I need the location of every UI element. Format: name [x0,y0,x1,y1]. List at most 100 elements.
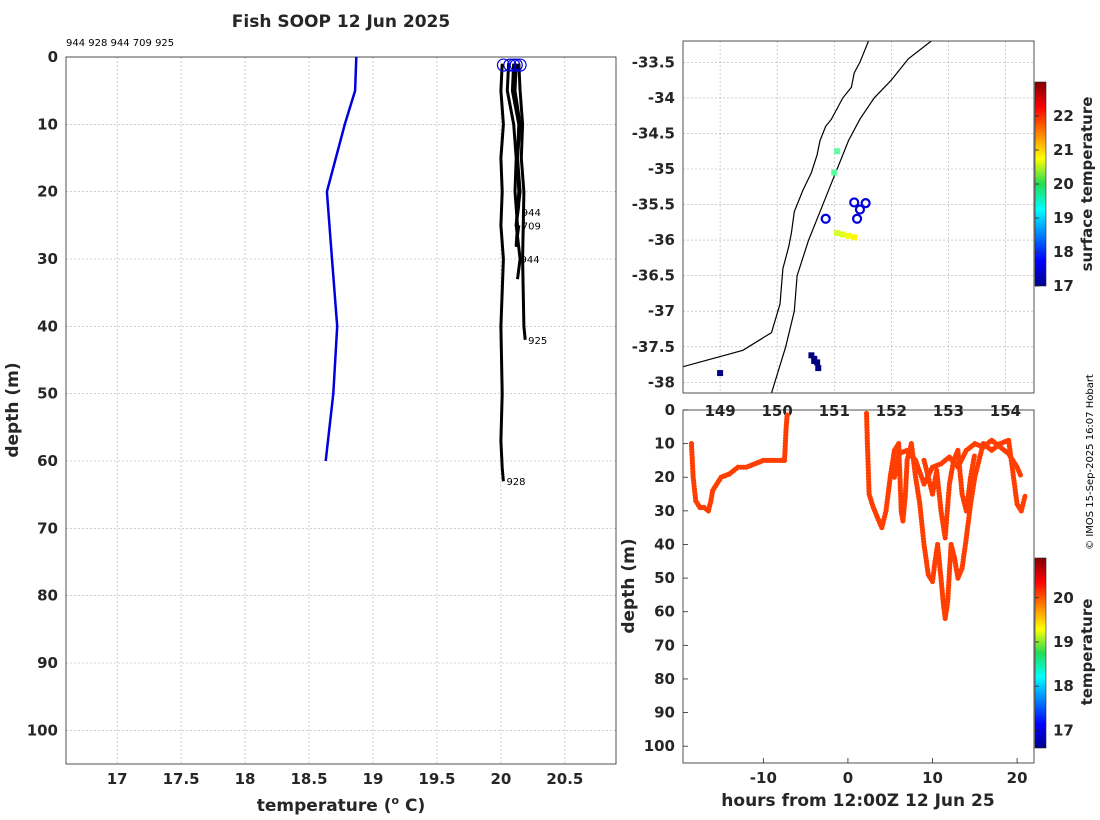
surface-track-point-3 [851,234,858,241]
section-y-tick-label: 0 [665,401,675,419]
section-sample-point [971,454,977,460]
profile-data: 928 944 709 944 925 [324,57,547,488]
cast-profile-line-4 [517,63,527,340]
profile-x-tick-label: 17.5 [163,770,200,788]
section-y-axis-label: depth (m) [619,538,639,633]
surface-temperature-colorbar-label: surface temperature [1078,97,1096,272]
profile-y-tick-label: 70 [37,519,58,537]
surface-track-point-2 [831,169,838,176]
map-lat-tick-label: -36.5 [632,267,675,285]
imos-credit: © IMOS 15-Sep-2025 16:07 Hobart [1085,374,1096,550]
cast-profile-line-3 [513,63,522,280]
section-x-axis-label: hours from 12:00Z 12 Jun 25 [721,791,994,811]
profile-y-tick-label: 0 [48,48,58,66]
surface-track-point-1 [811,358,818,364]
section-y-tick-label: 70 [654,636,675,654]
surface-track-point-3 [834,230,841,236]
section-colorbar-tick-label: 18 [1053,677,1074,695]
profile-y-tick-label: 50 [37,385,58,403]
profile-x-axis-label-sup: o [392,794,400,807]
section-y-tick-label: 60 [654,603,675,621]
cast-profile-line-0 [499,63,505,482]
temperature-profile-panel: Fish SOOP 12 Jun 2025 944 928 944 709 92… [3,12,617,816]
cast-label-1: 944 [522,208,541,219]
map-lat-tick-label: -36 [648,231,675,249]
surface-track-point-3 [845,232,852,239]
profile-x-tick-label: 20.5 [546,770,583,788]
surface-marker-3 [509,58,523,72]
map-lon-tick-label: 152 [876,402,907,420]
surface-colorbar-tick-label: 21 [1053,141,1074,159]
map-lat-tick-label: -38 [648,373,675,391]
section-x-tick-label: 20 [1007,769,1028,787]
profile-station-marker [851,213,863,224]
section-data [688,410,1028,622]
surface-track-point-0 [717,370,724,377]
profile-station-marker [854,204,866,215]
profile-x-tick-label: 19.5 [418,770,455,788]
section-colorbar-tick-label: 17 [1053,721,1074,739]
surface-track-point-2 [834,148,841,155]
surface-colorbar-tick-label: 19 [1053,209,1074,227]
map-lat-tick-label: -37.5 [632,338,675,356]
map-grid [683,41,1034,393]
section-temperature-colorbar-label: temperature [1078,599,1096,706]
coastline [683,41,870,368]
cast-label-2: 709 [522,221,541,232]
isobath-line [770,41,932,393]
cast-profile-line-1 [505,63,521,247]
section-temperature-colorbar-ticks: 17 18 19 20 [1035,589,1074,739]
profile-x-tick-label: 17 [107,770,128,788]
cast-label-4: 925 [528,336,547,347]
profile-cast-ids: 944 928 944 709 925 [66,38,174,49]
surface-temperature-colorbar-ticks: 17 18 19 20 21 22 [1035,107,1074,295]
surface-colorbar-tick-label: 18 [1053,243,1074,261]
depth-time-section-panel: -10 0 10 20 0 10 20 30 40 50 60 70 80 90 100 hours fro… [619,401,1096,811]
profile-y-tick-label: 90 [37,654,58,672]
map-axes-box [682,40,1035,394]
profile-x-tick-label: 18.5 [291,770,328,788]
profile-y-tick-label: 30 [37,250,58,268]
section-colorbar-tick-label: 20 [1053,589,1074,607]
section-y-tick-label: 20 [654,468,675,486]
section-sample-point [784,412,791,418]
profile-ticks: 17 17.5 18 18.5 19 19.5 20 20.5 0 10 20 30 40 50 60 70 8… [27,48,584,788]
section-grid [683,409,1018,763]
surface-colorbar-tick-label: 20 [1053,175,1074,193]
section-x-tick-label: 10 [922,769,943,787]
profile-grid [66,56,616,764]
map-lat-tick-label: -35 [648,160,675,178]
section-sample-point [1017,472,1023,478]
profile-y-tick-label: 40 [37,317,58,335]
section-y-tick-label: 10 [654,435,675,453]
section-colorbar-tick-label: 19 [1053,633,1074,651]
surface-marker-0 [496,58,511,72]
section-x-tick-label: 0 [843,769,853,787]
section-axes-box [682,409,1035,764]
profile-station-marker [849,197,860,208]
surface-track-point-3 [839,231,846,238]
map-lon-tick-label: 151 [819,402,850,420]
map-lat-tick-label: -34 [648,89,675,107]
profile-x-tick-label: 19 [363,770,384,788]
profile-x-axis-label-end: C) [399,796,425,816]
map-lat-tick-label: -37 [648,302,675,320]
profile-y-tick-label: 60 [37,452,58,470]
profile-x-axis-label-start: temperature ( [257,796,392,816]
section-y-tick-label: 90 [654,704,675,722]
section-ticks: -10 0 10 20 0 10 20 30 40 50 60 70 80 90 100 [644,401,1028,787]
section-y-tick-label: 100 [644,737,675,755]
profile-y-axis-label: depth (m) [3,362,23,457]
profile-y-tick-label: 20 [37,183,58,201]
map-lat-tick-label: -34.5 [632,124,675,142]
surface-track-point-1 [808,352,815,359]
cast-label-0: 928 [506,477,525,488]
surface-marker-4 [513,58,527,72]
surface-track-point-1 [815,365,822,372]
profile-title: Fish SOOP 12 Jun 2025 [232,12,450,32]
profile-station-marker [820,213,831,224]
map-data [683,41,932,393]
map-panel: 149 150 151 152 153 154-33.5-34-34.5-35-35.5-… [632,40,1096,420]
